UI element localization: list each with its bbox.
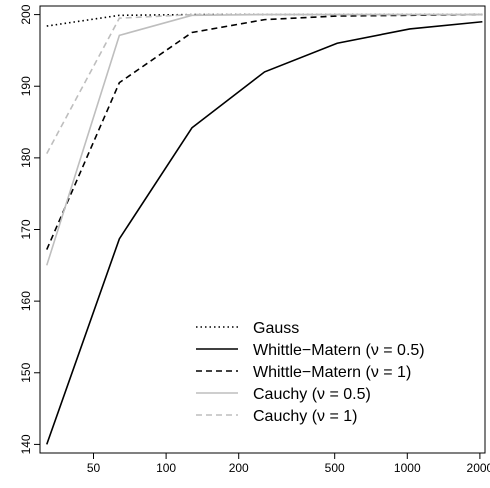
y-tick-label-150: 150 — [19, 362, 33, 382]
y-tick-label-200: 200 — [19, 4, 33, 24]
series-line-5 — [46, 13, 483, 154]
x-tick-label-50: 50 — [87, 461, 101, 475]
y-tick-label-160: 160 — [19, 291, 33, 311]
legend-label-5: Cauchy (ν = 1) — [253, 408, 357, 425]
series-line-2 — [46, 20, 483, 445]
y-axis: 140 150 160 170 180 190 200 — [19, 4, 40, 454]
legend-label-1: Gauss — [253, 320, 299, 337]
y-tick-label-170: 170 — [19, 219, 33, 239]
series-line-4 — [45, 13, 483, 266]
x-tick-label-100: 100 — [156, 461, 176, 475]
y-tick-label-140: 140 — [19, 434, 33, 454]
legend-label-2: Whittle−Matern (ν = 0.5) — [253, 342, 425, 359]
x-tick-label-2000: 2000 — [467, 461, 490, 475]
series-line-3 — [46, 13, 483, 250]
x-axis: 50 100 200 500 1000 2000 — [87, 453, 490, 475]
series-line-1 — [46, 13, 483, 27]
legend-label-4: Cauchy (ν = 0.5) — [253, 386, 371, 403]
legend: Gauss Whittle−Matern (ν = 0.5) Whittle−Mat… — [196, 320, 425, 425]
x-tick-label-500: 500 — [325, 461, 345, 475]
x-tick-label-200: 200 — [229, 461, 249, 475]
x-tick-label-1000: 1000 — [394, 461, 421, 475]
legend-label-3: Whittle−Matern (ν = 1) — [253, 364, 411, 381]
y-tick-label-190: 190 — [19, 76, 33, 96]
series-layer — [45, 13, 483, 445]
y-tick-label-180: 180 — [19, 148, 33, 168]
